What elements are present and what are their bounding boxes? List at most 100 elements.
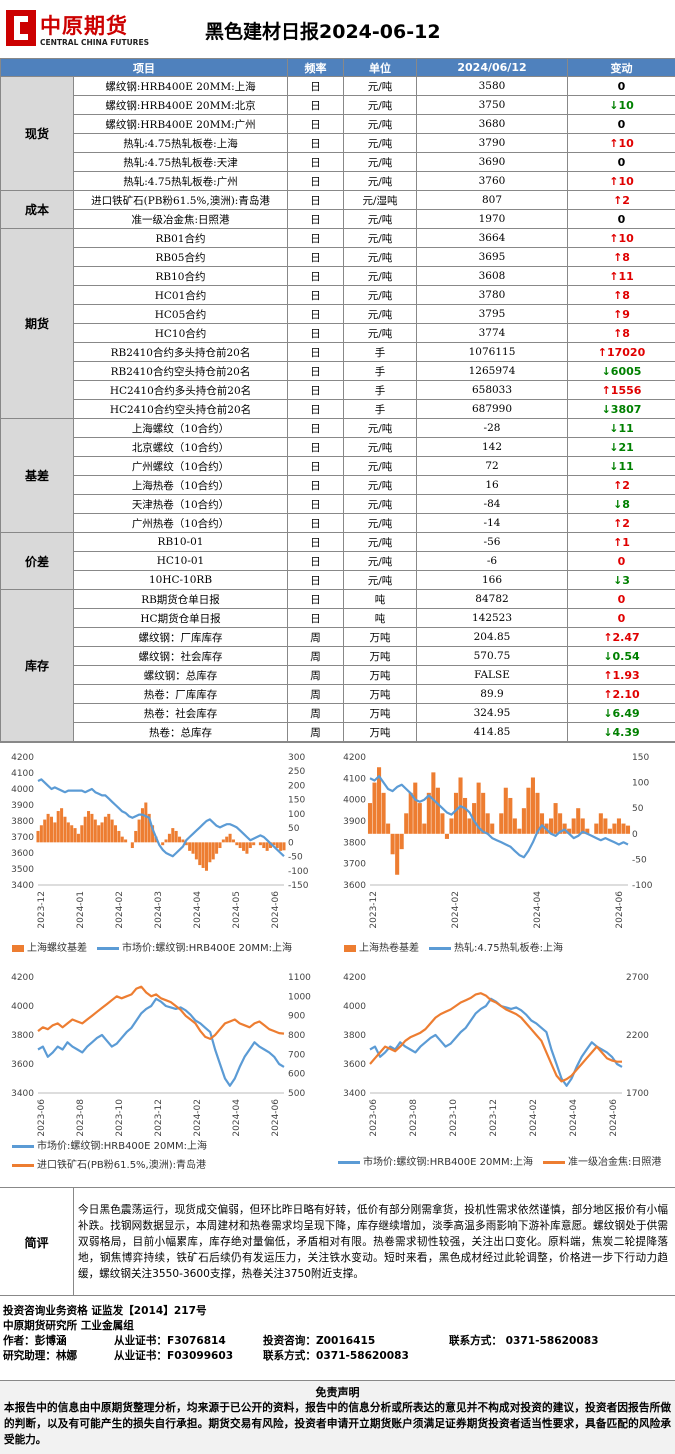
change-value: 0 xyxy=(617,79,626,93)
freq-cell: 日 xyxy=(287,361,344,381)
y-right-tick-label: 150 xyxy=(288,796,305,806)
value-cell: 204.85 xyxy=(416,627,568,647)
value-cell: 324.95 xyxy=(416,703,568,723)
change-value: 8 xyxy=(622,288,630,302)
freq-cell: 日 xyxy=(287,76,344,96)
arrow-down-icon: ↓ xyxy=(613,497,623,511)
change-value: 0 xyxy=(617,592,626,606)
y-right-tick-label: 250 xyxy=(288,767,305,777)
freq-cell: 日 xyxy=(287,418,344,438)
basis-bar xyxy=(110,819,114,843)
change-value: 10 xyxy=(618,98,634,112)
value-cell: 142 xyxy=(416,437,568,457)
unit-cell: 元/吨 xyxy=(343,323,417,343)
category-cell: 价差 xyxy=(0,532,74,590)
basis-bar xyxy=(70,825,74,843)
freq-cell: 日 xyxy=(287,209,344,229)
basis-bar xyxy=(171,828,175,843)
basis-bar xyxy=(567,828,572,834)
basis-bar xyxy=(66,822,70,843)
basis-bar xyxy=(161,842,165,846)
author-cert: 从业证书：F3076814 xyxy=(114,1335,226,1347)
y-left-tick-label: 3700 xyxy=(11,833,34,843)
chart-legend: 市场价:螺纹钢:HRB400E 20MM:上海 进口铁矿石(PB粉61.5%,澳洲… xyxy=(12,1137,217,1175)
x-tick-label: 2023-10 xyxy=(115,1099,125,1137)
arrow-down-icon: ↓ xyxy=(603,649,613,663)
basis-bar xyxy=(265,842,269,851)
y-right-tick-label: 200 xyxy=(288,781,305,791)
table-row: 价差 RB10-01 日元/吨 -56 ↑1 xyxy=(0,532,675,590)
y-right-tick-label: -150 xyxy=(288,881,309,891)
basis-bar xyxy=(269,842,273,849)
freq-cell: 日 xyxy=(287,133,344,153)
x-tick-label: 2024-06 xyxy=(609,1099,619,1137)
x-tick-label: 2023-12 xyxy=(37,891,47,929)
value-cell: 3690 xyxy=(416,152,568,172)
item-cell: HC2410合约空头持仓前20名 xyxy=(73,399,288,419)
assistant-contact: 联系方式：0371-58620083 xyxy=(263,1350,409,1362)
unit-cell: 万吨 xyxy=(343,627,417,647)
unit-cell: 元/吨 xyxy=(343,152,417,172)
x-tick-label: 2024-06 xyxy=(271,1099,281,1137)
x-tick-label: 2023-12 xyxy=(489,1099,499,1137)
basis-bar xyxy=(36,830,40,843)
unit-cell: 吨 xyxy=(343,589,417,609)
item-cell: RB2410合约多头持仓前20名 xyxy=(73,342,288,362)
basis-bar xyxy=(120,836,124,843)
basis-bar xyxy=(512,818,517,834)
change-cell: ↓6005 xyxy=(567,361,675,381)
y-left-tick-label: 3900 xyxy=(343,817,366,827)
logo-text-en: CENTRAL CHINA FUTURES xyxy=(40,38,149,47)
x-tick-label: 2023-06 xyxy=(37,1099,47,1137)
value-cell: -28 xyxy=(416,418,568,438)
arrow-up-icon: ↑ xyxy=(597,345,607,359)
basis-bar xyxy=(218,842,222,849)
basis-bar xyxy=(80,825,84,843)
change-value: 11 xyxy=(618,421,634,435)
y-right-tick-label: 700 xyxy=(288,1050,305,1060)
y-left-tick-label: 3400 xyxy=(11,881,34,891)
freq-cell: 日 xyxy=(287,152,344,172)
basis-bar xyxy=(167,833,171,843)
item-cell: 天津热卷（10合约） xyxy=(73,494,288,514)
basis-bar xyxy=(130,842,134,849)
change-cell: ↑1556 xyxy=(567,380,675,400)
legend-item: 市场价:螺纹钢:HRB400E 20MM:上海 xyxy=(338,1153,533,1168)
table-row: 天津热卷（10合约）日元/吨 -84 ↓8 xyxy=(1,494,675,514)
change-value: 10 xyxy=(618,136,634,150)
value-cell: 89.9 xyxy=(416,684,568,704)
basis-bar xyxy=(87,811,91,843)
basis-bar xyxy=(39,825,43,843)
change-cell: 0 xyxy=(567,152,675,172)
value-cell: -14 xyxy=(416,513,568,533)
basis-bar xyxy=(242,842,246,851)
freq-cell: 周 xyxy=(287,665,344,685)
change-value: 9 xyxy=(622,307,630,321)
item-cell: RB01合约 xyxy=(73,228,288,248)
table-row: RB2410合约空头持仓前20名日手 1265974 ↓6005 xyxy=(1,361,675,381)
y-left-tick-label: 4200 xyxy=(11,753,34,763)
arrow-down-icon: ↓ xyxy=(609,98,619,112)
basis-bar xyxy=(198,842,202,866)
disclaimer-title: 免责声明 xyxy=(315,1386,360,1399)
unit-cell: 手 xyxy=(343,342,417,362)
y-left-tick-label: 4200 xyxy=(343,973,366,983)
arrow-down-icon: ↓ xyxy=(609,421,619,435)
basis-bar xyxy=(103,816,107,843)
table-row: 库存 RB期货仓单日报日吨 84782 0 xyxy=(0,589,675,742)
unit-cell: 元/吨 xyxy=(343,209,417,229)
change-cell: ↓4.39 xyxy=(567,722,675,742)
legend-swatch xyxy=(338,1160,360,1164)
basis-bar xyxy=(235,842,239,846)
basis-bar xyxy=(517,828,522,834)
basis-bar xyxy=(399,833,404,850)
y-left-tick-label: 4000 xyxy=(11,1002,34,1012)
header-unit: 单位 xyxy=(343,58,417,77)
arrow-up-icon: ↑ xyxy=(613,307,623,321)
item-cell: 热卷：厂库库存 xyxy=(73,684,288,704)
change-cell: ↑8 xyxy=(567,323,675,343)
y-left-tick-label: 3800 xyxy=(343,1031,366,1041)
item-cell: HC01合约 xyxy=(73,285,288,305)
basis-bar xyxy=(413,782,418,834)
